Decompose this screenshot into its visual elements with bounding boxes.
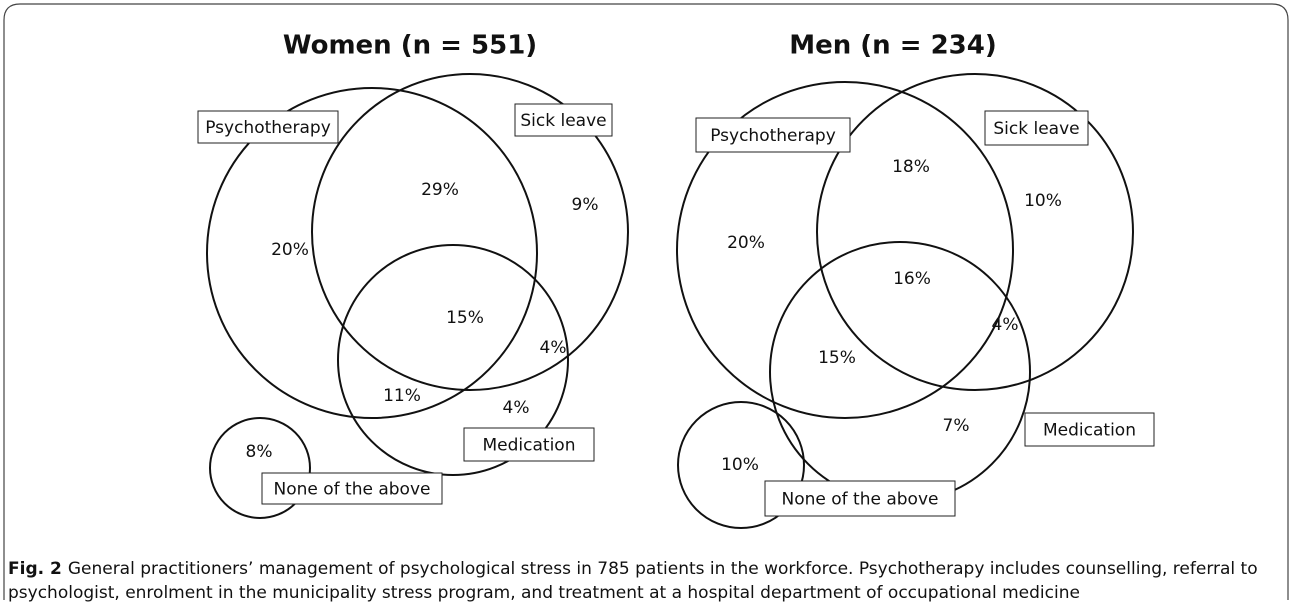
caption-line: Fig. 2 General practitioners’ management … [8,559,1258,579]
set-label: Medication [1043,421,1136,441]
set-label-box [695,117,851,153]
set-label: Psychotherapy [205,118,331,138]
set-label-box [514,103,613,137]
region-percent: 4% [540,338,567,358]
caption-text: General practitioners’ management of psy… [68,559,1258,579]
set-label-box [1024,412,1155,447]
region-percent: 18% [892,157,930,177]
region-percent: 8% [246,442,273,462]
set-label: Medication [483,436,576,456]
region-percent: 15% [818,348,856,368]
frame [3,3,1289,600]
region-percent: 11% [383,386,421,406]
set-circle [676,81,1014,419]
set-circle [816,73,1134,391]
region-percent: 10% [1024,191,1062,211]
set-circle [337,244,569,476]
set-label-box [984,110,1089,146]
set-label: None of the above [274,480,431,500]
region-percent: 7% [943,416,970,436]
set-circle [311,73,629,391]
set-label-box [463,427,595,462]
panel-title: Men (n = 234) [789,31,997,61]
panel-title: Women (n = 551) [283,31,537,61]
region-percent: 29% [421,180,459,200]
set-circle [209,417,311,519]
caption-line: psychologist, enrolment in the municipal… [8,583,1080,603]
region-percent: 20% [271,240,309,260]
region-percent: 10% [721,455,759,475]
set-circle [206,87,538,419]
set-label: Psychotherapy [710,126,836,146]
set-label: None of the above [782,490,939,510]
set-circle [677,401,805,529]
region-percent: 9% [572,195,599,215]
region-percent: 16% [893,269,931,289]
caption-label: Fig. 2 [8,559,62,579]
region-percent: 4% [992,315,1019,335]
region-percent: 15% [446,308,484,328]
region-percent: 20% [727,233,765,253]
set-label-box [197,110,339,144]
set-label-box [764,480,956,517]
set-label: Sick leave [520,111,606,131]
set-label-box [261,472,443,505]
set-label: Sick leave [993,119,1079,139]
region-percent: 4% [503,398,530,418]
